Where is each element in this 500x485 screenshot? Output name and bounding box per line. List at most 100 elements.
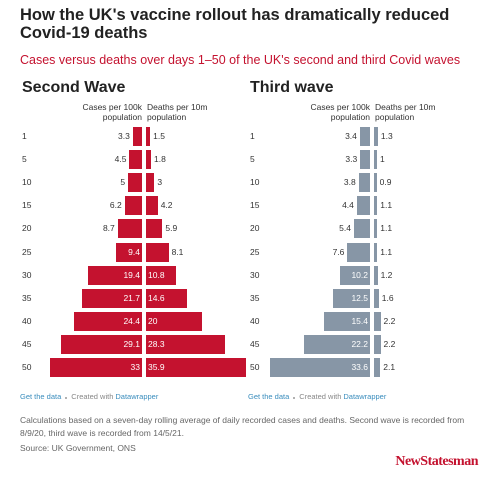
bar xyxy=(146,242,169,262)
brand: NewStatesman xyxy=(395,454,478,469)
bar xyxy=(374,311,381,331)
value-label: 0.9 xyxy=(379,177,392,188)
category-label: 20 xyxy=(22,223,32,234)
value-label: 3.8 xyxy=(343,177,356,188)
credit-text: Created with xyxy=(71,392,114,401)
value-label: 5.9 xyxy=(165,223,178,234)
value-label: 8.7 xyxy=(102,223,115,234)
data-link[interactable]: Get the data xyxy=(248,392,290,401)
bar xyxy=(332,288,370,308)
bar xyxy=(374,150,377,170)
category-label: 1 xyxy=(250,131,255,141)
category-label: 5 xyxy=(250,154,255,165)
value-label: 22.2 xyxy=(351,338,368,349)
value-label: 8.1 xyxy=(171,246,184,257)
column-header: Deaths per 10m population xyxy=(375,102,436,122)
separator-dot xyxy=(293,397,296,399)
category-label: 5 xyxy=(22,154,27,165)
category-label: 30 xyxy=(250,269,260,280)
chart-title: Third wave xyxy=(250,79,334,96)
value-label: 21.7 xyxy=(123,292,140,303)
bar xyxy=(324,311,370,331)
category-label: 10 xyxy=(22,177,32,188)
value-label: 3.4 xyxy=(345,131,357,141)
bar xyxy=(347,242,370,262)
bar xyxy=(129,150,142,170)
category-label: 35 xyxy=(22,292,32,303)
title: How the UK's vaccine rollout has dramati… xyxy=(20,6,450,42)
value-label: 1.1 xyxy=(380,200,393,211)
subtitle: Cases versus deaths over days 1–50 of th… xyxy=(20,53,461,67)
value-label: 5.4 xyxy=(339,223,351,234)
separator-dot xyxy=(65,397,68,399)
value-label: 2.1 xyxy=(383,362,396,372)
category-label: 25 xyxy=(250,246,260,257)
category-label: 20 xyxy=(250,223,260,234)
bar xyxy=(146,265,177,285)
value-label: 29.1 xyxy=(123,338,140,349)
value-label: 10.2 xyxy=(351,269,368,280)
value-label: 3.3 xyxy=(345,154,358,165)
column-header: Cases per 100k population xyxy=(82,102,142,122)
value-label: 1.1 xyxy=(380,223,393,234)
note: Calculations based on a seven-day rollin… xyxy=(20,415,465,438)
value-label: 35.9 xyxy=(148,362,165,372)
value-label: 3.3 xyxy=(117,131,130,141)
value-label: 2.2 xyxy=(383,338,396,349)
bar xyxy=(303,334,370,354)
credit-link[interactable]: Datawrapper xyxy=(115,392,159,401)
value-label: 4.2 xyxy=(160,200,173,211)
credit-link[interactable]: Datawrapper xyxy=(343,392,387,401)
value-label: 7.6 xyxy=(332,246,345,257)
bar xyxy=(50,358,142,377)
credit-text: Created with xyxy=(299,392,342,401)
bar xyxy=(146,150,151,170)
value-label: 3 xyxy=(157,177,163,188)
category-label: 15 xyxy=(250,200,260,211)
value-label: 20 xyxy=(148,315,158,326)
bar xyxy=(374,358,381,377)
bar xyxy=(146,219,163,239)
value-label: 6.2 xyxy=(109,200,122,211)
bar xyxy=(374,173,377,193)
bar xyxy=(356,196,370,216)
bar xyxy=(358,173,370,193)
bar xyxy=(117,219,142,239)
value-label: 28.3 xyxy=(148,338,165,349)
bar xyxy=(146,127,151,146)
bar xyxy=(81,288,142,308)
bar xyxy=(374,242,378,262)
bar xyxy=(374,334,381,354)
category-label: 40 xyxy=(22,315,32,326)
bar xyxy=(374,265,378,285)
bar xyxy=(128,173,142,193)
value-label: 1.5 xyxy=(153,131,165,141)
bar xyxy=(146,288,187,308)
data-link[interactable]: Get the data xyxy=(20,392,62,401)
category-label: 45 xyxy=(250,338,260,349)
bar xyxy=(74,311,142,331)
value-label: 4.5 xyxy=(114,154,127,165)
category-label: 15 xyxy=(22,200,32,211)
bar xyxy=(339,265,370,285)
source: Source: UK Government, ONS xyxy=(20,443,136,453)
bar xyxy=(60,334,142,354)
column-header: Deaths per 10m population xyxy=(147,102,208,122)
category-label: 1 xyxy=(22,131,27,141)
value-label: 10.8 xyxy=(148,269,165,280)
value-label: 4.4 xyxy=(342,200,354,211)
bar xyxy=(146,173,155,193)
category-label: 40 xyxy=(250,315,260,326)
value-label: 5 xyxy=(120,177,126,188)
value-label: 1.3 xyxy=(380,131,393,141)
bar xyxy=(115,242,142,262)
value-label: 33.6 xyxy=(351,362,368,372)
value-label: 15.4 xyxy=(351,315,368,326)
bar xyxy=(132,127,142,146)
bar xyxy=(374,196,378,216)
bar xyxy=(146,334,225,354)
category-label: 30 xyxy=(22,269,32,280)
bar xyxy=(270,358,370,377)
bar xyxy=(124,196,142,216)
category-label: 10 xyxy=(250,177,260,188)
